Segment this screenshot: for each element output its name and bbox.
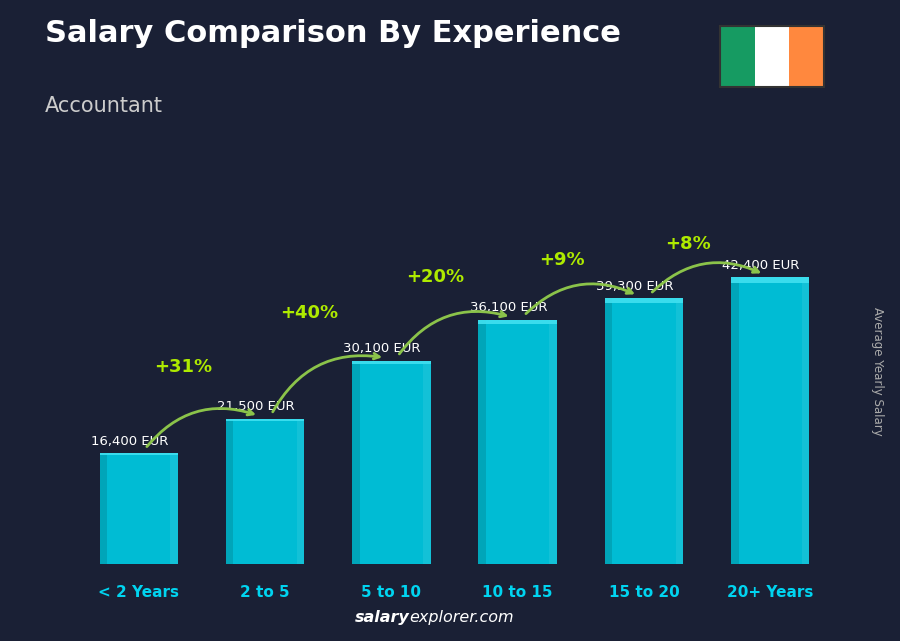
Polygon shape: [549, 320, 557, 564]
Polygon shape: [605, 299, 612, 564]
Text: 21,500 EUR: 21,500 EUR: [217, 400, 294, 413]
Polygon shape: [297, 419, 304, 564]
Text: +31%: +31%: [154, 358, 212, 376]
Text: 36,100 EUR: 36,100 EUR: [470, 301, 547, 315]
Bar: [352, 361, 430, 564]
Text: +40%: +40%: [280, 304, 338, 322]
Text: Salary Comparison By Experience: Salary Comparison By Experience: [45, 19, 621, 48]
Text: 5 to 10: 5 to 10: [362, 585, 421, 599]
Bar: [226, 419, 304, 421]
Text: 30,100 EUR: 30,100 EUR: [344, 342, 421, 355]
Polygon shape: [352, 361, 360, 564]
Text: 10 to 15: 10 to 15: [482, 585, 553, 599]
Text: 16,400 EUR: 16,400 EUR: [91, 435, 168, 447]
Bar: [605, 299, 683, 303]
Bar: [226, 419, 304, 564]
Text: 42,400 EUR: 42,400 EUR: [722, 259, 799, 272]
Text: Average Yearly Salary: Average Yearly Salary: [871, 308, 884, 436]
Polygon shape: [423, 361, 430, 564]
Text: 39,300 EUR: 39,300 EUR: [596, 280, 673, 293]
Bar: [605, 299, 683, 564]
Bar: [100, 453, 178, 564]
Text: 20+ Years: 20+ Years: [727, 585, 814, 599]
Bar: [789, 26, 824, 87]
Text: +20%: +20%: [407, 268, 464, 287]
Text: +9%: +9%: [539, 251, 585, 269]
Text: < 2 Years: < 2 Years: [98, 585, 179, 599]
Polygon shape: [676, 299, 683, 564]
Bar: [479, 320, 557, 564]
Text: Accountant: Accountant: [45, 96, 163, 116]
Text: salary: salary: [355, 610, 410, 625]
Polygon shape: [802, 278, 809, 564]
Polygon shape: [479, 320, 486, 564]
Text: 2 to 5: 2 to 5: [240, 585, 290, 599]
Bar: [352, 361, 430, 364]
Polygon shape: [731, 278, 739, 564]
Text: +8%: +8%: [665, 235, 711, 253]
Bar: [731, 278, 809, 283]
Bar: [720, 26, 754, 87]
Bar: [100, 453, 178, 455]
Bar: [479, 320, 557, 324]
Polygon shape: [170, 453, 178, 564]
Text: 15 to 20: 15 to 20: [608, 585, 680, 599]
Polygon shape: [226, 419, 233, 564]
Bar: [754, 26, 789, 87]
Polygon shape: [100, 453, 107, 564]
Bar: [731, 278, 809, 564]
Text: explorer.com: explorer.com: [410, 610, 514, 625]
